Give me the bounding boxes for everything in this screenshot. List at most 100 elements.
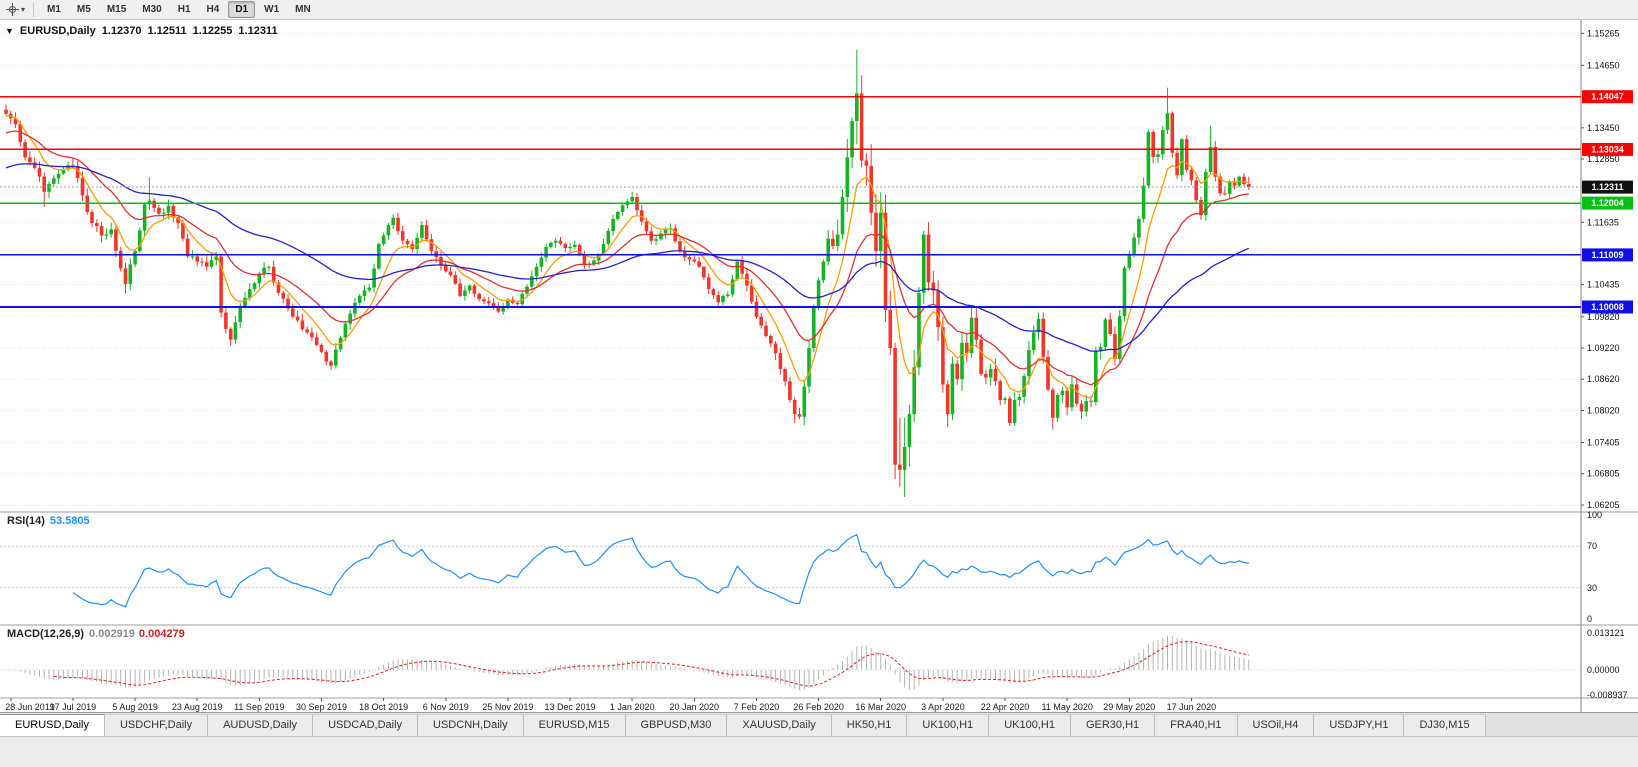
svg-text:1.10008: 1.10008: [1591, 302, 1624, 312]
rsi-indicator-label: RSI(14) 53.5805: [7, 515, 90, 527]
timeframe-button-m30[interactable]: M30: [142, 4, 162, 15]
timeframe-button-d1[interactable]: D1: [228, 1, 256, 18]
svg-text:20 Jan 2020: 20 Jan 2020: [670, 702, 720, 712]
chart-area[interactable]: 1.15265 1.14650 1.13450 1.12850 1.11635 1.104…: [0, 20, 1638, 712]
svg-text:-0.008937: -0.008937: [1587, 690, 1628, 700]
svg-text:17 Jul 2019: 17 Jul 2019: [50, 702, 97, 712]
chart-tab-fra40-h1[interactable]: FRA40,H1: [1155, 714, 1238, 736]
horizontal-level-lines[interactable]: [0, 95, 1581, 308]
svg-text:1.11009: 1.11009: [1591, 250, 1623, 260]
svg-text:1.12311: 1.12311: [1591, 182, 1623, 192]
chart-tab-gbpusd-m30[interactable]: GBPUSD,M30: [625, 714, 728, 736]
macd-name: MACD(12,26,9): [7, 628, 85, 640]
timeframe-button-m5[interactable]: M5: [76, 4, 91, 15]
chart-tab-usdcnh-daily[interactable]: USDCNH,Daily: [418, 714, 524, 736]
svg-text:28 Jun 2019: 28 Jun 2019: [5, 702, 55, 712]
one-click-trading-arrow-icon[interactable]: ▼: [5, 26, 14, 36]
macd-signal-value: 0.004279: [138, 628, 185, 640]
macd-indicator-label: MACD(12,26,9) 0.002919 0.004279: [7, 628, 185, 640]
crosshair-tool-button[interactable]: ▾: [0, 3, 28, 16]
crosshair-icon: [6, 3, 19, 16]
ohlc-open: 1.12370: [101, 25, 142, 37]
chart-tab-dj30-m15[interactable]: DJ30,M15: [1404, 714, 1486, 736]
svg-text:30 Sep 2019: 30 Sep 2019: [296, 702, 347, 712]
svg-text:1.07405: 1.07405: [1587, 438, 1620, 448]
svg-text:1.12004: 1.12004: [1591, 198, 1624, 208]
timeframe-button-h1[interactable]: H1: [177, 4, 191, 15]
chart-tab-ger30-h1[interactable]: GER30,H1: [1070, 714, 1156, 736]
svg-text:1.14650: 1.14650: [1587, 60, 1620, 70]
chart-tab-usoil-h4[interactable]: USOil,H4: [1237, 714, 1315, 736]
chart-canvas[interactable]: 1.15265 1.14650 1.13450 1.12850 1.11635 1.104…: [0, 20, 1638, 712]
candlesticks: [4, 49, 1251, 497]
svg-text:1.09820: 1.09820: [1587, 312, 1620, 322]
svg-text:1.08020: 1.08020: [1587, 406, 1620, 416]
svg-text:25 Nov 2019: 25 Nov 2019: [482, 702, 533, 712]
chart-tab-uk100-h1[interactable]: UK100,H1: [989, 714, 1071, 736]
chart-tab-hk50-h1[interactable]: HK50,H1: [831, 714, 908, 736]
chart-tab-xauusd-daily[interactable]: XAUUSD,Daily: [727, 714, 832, 736]
svg-text:1.10435: 1.10435: [1587, 280, 1620, 290]
chart-tab-uk100-h1[interactable]: UK100,H1: [907, 714, 990, 736]
moving-average-lines: [5, 115, 1250, 399]
svg-text:100: 100: [1587, 510, 1602, 520]
chart-tabs-bar: EURUSD,Daily USDCHF,Daily AUDUSD,Daily USDC…: [0, 712, 1638, 736]
svg-text:1 Jan 2020: 1 Jan 2020: [610, 702, 655, 712]
chart-tab-eurusd-m15[interactable]: EURUSD,M15: [523, 714, 626, 736]
timeframe-button-h4[interactable]: H4: [206, 4, 220, 15]
rsi-value: 53.5805: [49, 515, 90, 527]
timeframe-button-m15[interactable]: M15: [106, 4, 127, 15]
svg-text:13 Dec 2019: 13 Dec 2019: [544, 702, 595, 712]
indicator-panes: [0, 533, 1581, 691]
svg-text:1.06205: 1.06205: [1587, 500, 1620, 510]
svg-text:1.08620: 1.08620: [1587, 374, 1620, 384]
chart-tab-usdchf-daily[interactable]: USDCHF,Daily: [104, 714, 209, 736]
grid-layer: [0, 32, 1581, 506]
svg-text:26 Feb 2020: 26 Feb 2020: [793, 702, 844, 712]
svg-text:30: 30: [1587, 583, 1597, 593]
svg-text:11 Sep 2019: 11 Sep 2019: [234, 702, 284, 712]
timeframe-button-group: M1 M5 M15 M30 H1 H4 D1 W1 MN: [39, 0, 319, 19]
chart-tab-usdcad-daily[interactable]: USDCAD,Daily: [313, 714, 419, 736]
svg-text:5 Aug 2019: 5 Aug 2019: [112, 702, 158, 712]
timeframe-button-mn[interactable]: MN: [295, 4, 311, 15]
svg-text:1.09220: 1.09220: [1587, 343, 1620, 353]
chart-title: ▼ EURUSD,Daily 1.12370 1.12511 1.12255 1…: [5, 25, 278, 37]
svg-text:70: 70: [1587, 541, 1597, 551]
svg-text:29 May 2020: 29 May 2020: [1103, 702, 1155, 712]
dropdown-arrow-icon[interactable]: ▾: [21, 5, 26, 14]
timeframe-toolbar: ▾ M1 M5 M15 M30 H1 H4 D1 W1 MN: [0, 0, 1638, 20]
svg-text:7 Feb 2020: 7 Feb 2020: [734, 702, 780, 712]
ohlc-high: 1.12511: [147, 25, 187, 37]
svg-text:0: 0: [1587, 614, 1592, 624]
toolbar-separator: [33, 2, 35, 17]
svg-text:1.12850: 1.12850: [1587, 154, 1620, 164]
svg-text:1.06805: 1.06805: [1587, 469, 1620, 479]
chart-tab-usdjpy-h1[interactable]: USDJPY,H1: [1314, 714, 1405, 736]
svg-text:0.013121: 0.013121: [1587, 628, 1625, 638]
svg-text:18 Oct 2019: 18 Oct 2019: [359, 702, 408, 712]
svg-text:1.11635: 1.11635: [1587, 217, 1619, 227]
svg-text:6 Nov 2019: 6 Nov 2019: [423, 702, 469, 712]
chart-tab-eurusd-daily[interactable]: EURUSD,Daily: [0, 714, 105, 736]
timeframe-button-m1[interactable]: M1: [47, 4, 61, 15]
ohlc-low: 1.12255: [192, 25, 233, 37]
svg-text:16 Mar 2020: 16 Mar 2020: [855, 702, 906, 712]
svg-text:22 Apr 2020: 22 Apr 2020: [981, 702, 1030, 712]
svg-text:0.00000: 0.00000: [1587, 665, 1620, 675]
svg-text:3 Apr 2020: 3 Apr 2020: [921, 702, 965, 712]
svg-text:11 May 2020: 11 May 2020: [1042, 702, 1093, 712]
ohlc-close: 1.12311: [238, 25, 278, 37]
status-bar: [0, 736, 1638, 767]
svg-text:1.13450: 1.13450: [1587, 123, 1620, 133]
svg-text:1.13034: 1.13034: [1591, 144, 1624, 154]
price-axis: 1.15265 1.14650 1.13450 1.12850 1.11635 1.104…: [0, 20, 1638, 712]
rsi-name: RSI(14): [7, 515, 45, 527]
svg-text:23 Aug 2019: 23 Aug 2019: [172, 702, 223, 712]
timeframe-button-w1[interactable]: W1: [264, 4, 280, 15]
svg-text:1.14047: 1.14047: [1591, 92, 1624, 102]
chart-tab-audusd-daily[interactable]: AUDUSD,Daily: [208, 714, 314, 736]
macd-main-value: 0.002919: [89, 628, 135, 640]
